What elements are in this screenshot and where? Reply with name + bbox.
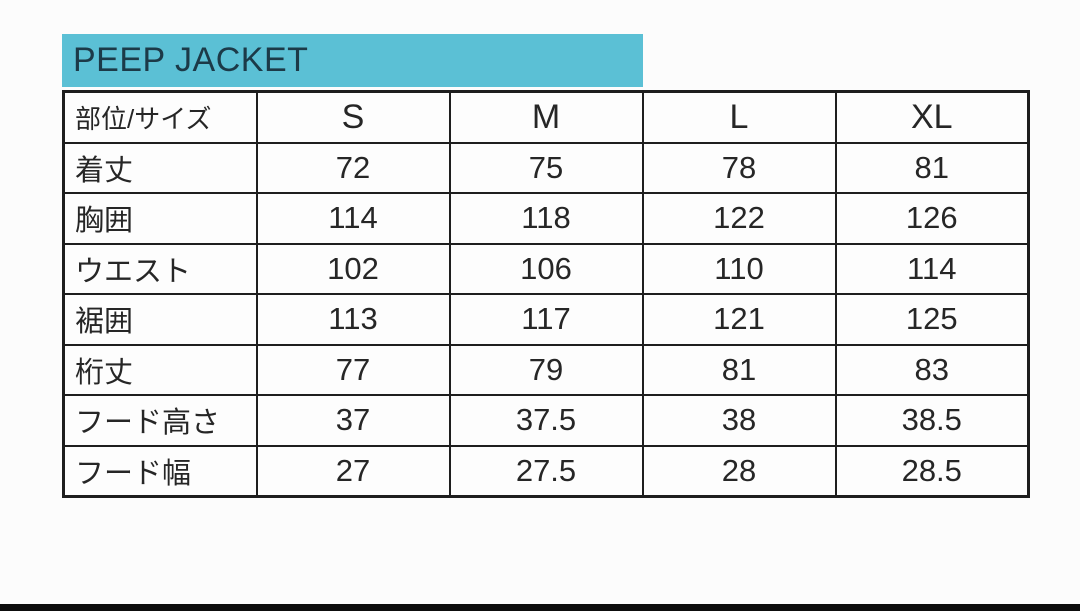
size-value-cell: 106 bbox=[448, 242, 644, 295]
size-value-cell: 72 bbox=[255, 141, 451, 194]
size-value-cell: 27.5 bbox=[448, 444, 644, 498]
row-label: 裾囲 bbox=[62, 293, 258, 346]
table-row: 胸囲 114 118 122 126 bbox=[62, 192, 1030, 245]
size-value-cell: 121 bbox=[641, 293, 837, 346]
row-label: 着丈 bbox=[62, 141, 258, 194]
size-value-cell: 77 bbox=[255, 343, 451, 396]
table-row: 桁丈 77 79 81 83 bbox=[62, 343, 1030, 396]
size-value-cell: 37 bbox=[255, 394, 451, 447]
size-value-cell: 110 bbox=[641, 242, 837, 295]
size-value-cell: 125 bbox=[834, 293, 1030, 346]
size-value-cell: 27 bbox=[255, 444, 451, 498]
corner-header-cell: 部位/サイズ bbox=[62, 90, 258, 144]
letterbox-bar-bottom bbox=[0, 604, 1080, 611]
size-value-cell: 122 bbox=[641, 192, 837, 245]
size-value-cell: 114 bbox=[255, 192, 451, 245]
table-row: フード幅 27 27.5 28 28.5 bbox=[62, 444, 1030, 498]
row-label: 胸囲 bbox=[62, 192, 258, 245]
size-value-cell: 28.5 bbox=[834, 444, 1030, 498]
table-row: 裾囲 113 117 121 125 bbox=[62, 293, 1030, 346]
product-title-bar: PEEP JACKET bbox=[62, 34, 643, 87]
size-value-cell: 38 bbox=[641, 394, 837, 447]
table-row: 着丈 72 75 78 81 bbox=[62, 141, 1030, 194]
size-header-l: L bbox=[641, 90, 837, 144]
size-value-cell: 118 bbox=[448, 192, 644, 245]
size-value-cell: 28 bbox=[641, 444, 837, 498]
size-header-m: M bbox=[448, 90, 644, 144]
size-value-cell: 102 bbox=[255, 242, 451, 295]
size-value-cell: 83 bbox=[834, 343, 1030, 396]
size-value-cell: 81 bbox=[834, 141, 1030, 194]
row-label: フード高さ bbox=[62, 394, 258, 447]
size-value-cell: 38.5 bbox=[834, 394, 1030, 447]
table-row: フード高さ 37 37.5 38 38.5 bbox=[62, 394, 1030, 447]
size-header-s: S bbox=[255, 90, 451, 144]
page-title: PEEP JACKET bbox=[73, 41, 309, 79]
size-value-cell: 81 bbox=[641, 343, 837, 396]
table-row: ウエスト 102 106 110 114 bbox=[62, 242, 1030, 295]
size-value-cell: 126 bbox=[834, 192, 1030, 245]
table-header-row: 部位/サイズ S M L XL bbox=[62, 90, 1030, 144]
size-value-cell: 75 bbox=[448, 141, 644, 194]
row-label: ウエスト bbox=[62, 242, 258, 295]
size-value-cell: 113 bbox=[255, 293, 451, 346]
size-value-cell: 114 bbox=[834, 242, 1030, 295]
row-label: 桁丈 bbox=[62, 343, 258, 396]
size-chart-table: 部位/サイズ S M L XL 着丈 72 75 78 81 胸囲 114 11… bbox=[62, 90, 1030, 498]
size-value-cell: 37.5 bbox=[448, 394, 644, 447]
size-value-cell: 117 bbox=[448, 293, 644, 346]
size-header-xl: XL bbox=[834, 90, 1030, 144]
row-label: フード幅 bbox=[62, 444, 258, 498]
size-value-cell: 78 bbox=[641, 141, 837, 194]
size-value-cell: 79 bbox=[448, 343, 644, 396]
